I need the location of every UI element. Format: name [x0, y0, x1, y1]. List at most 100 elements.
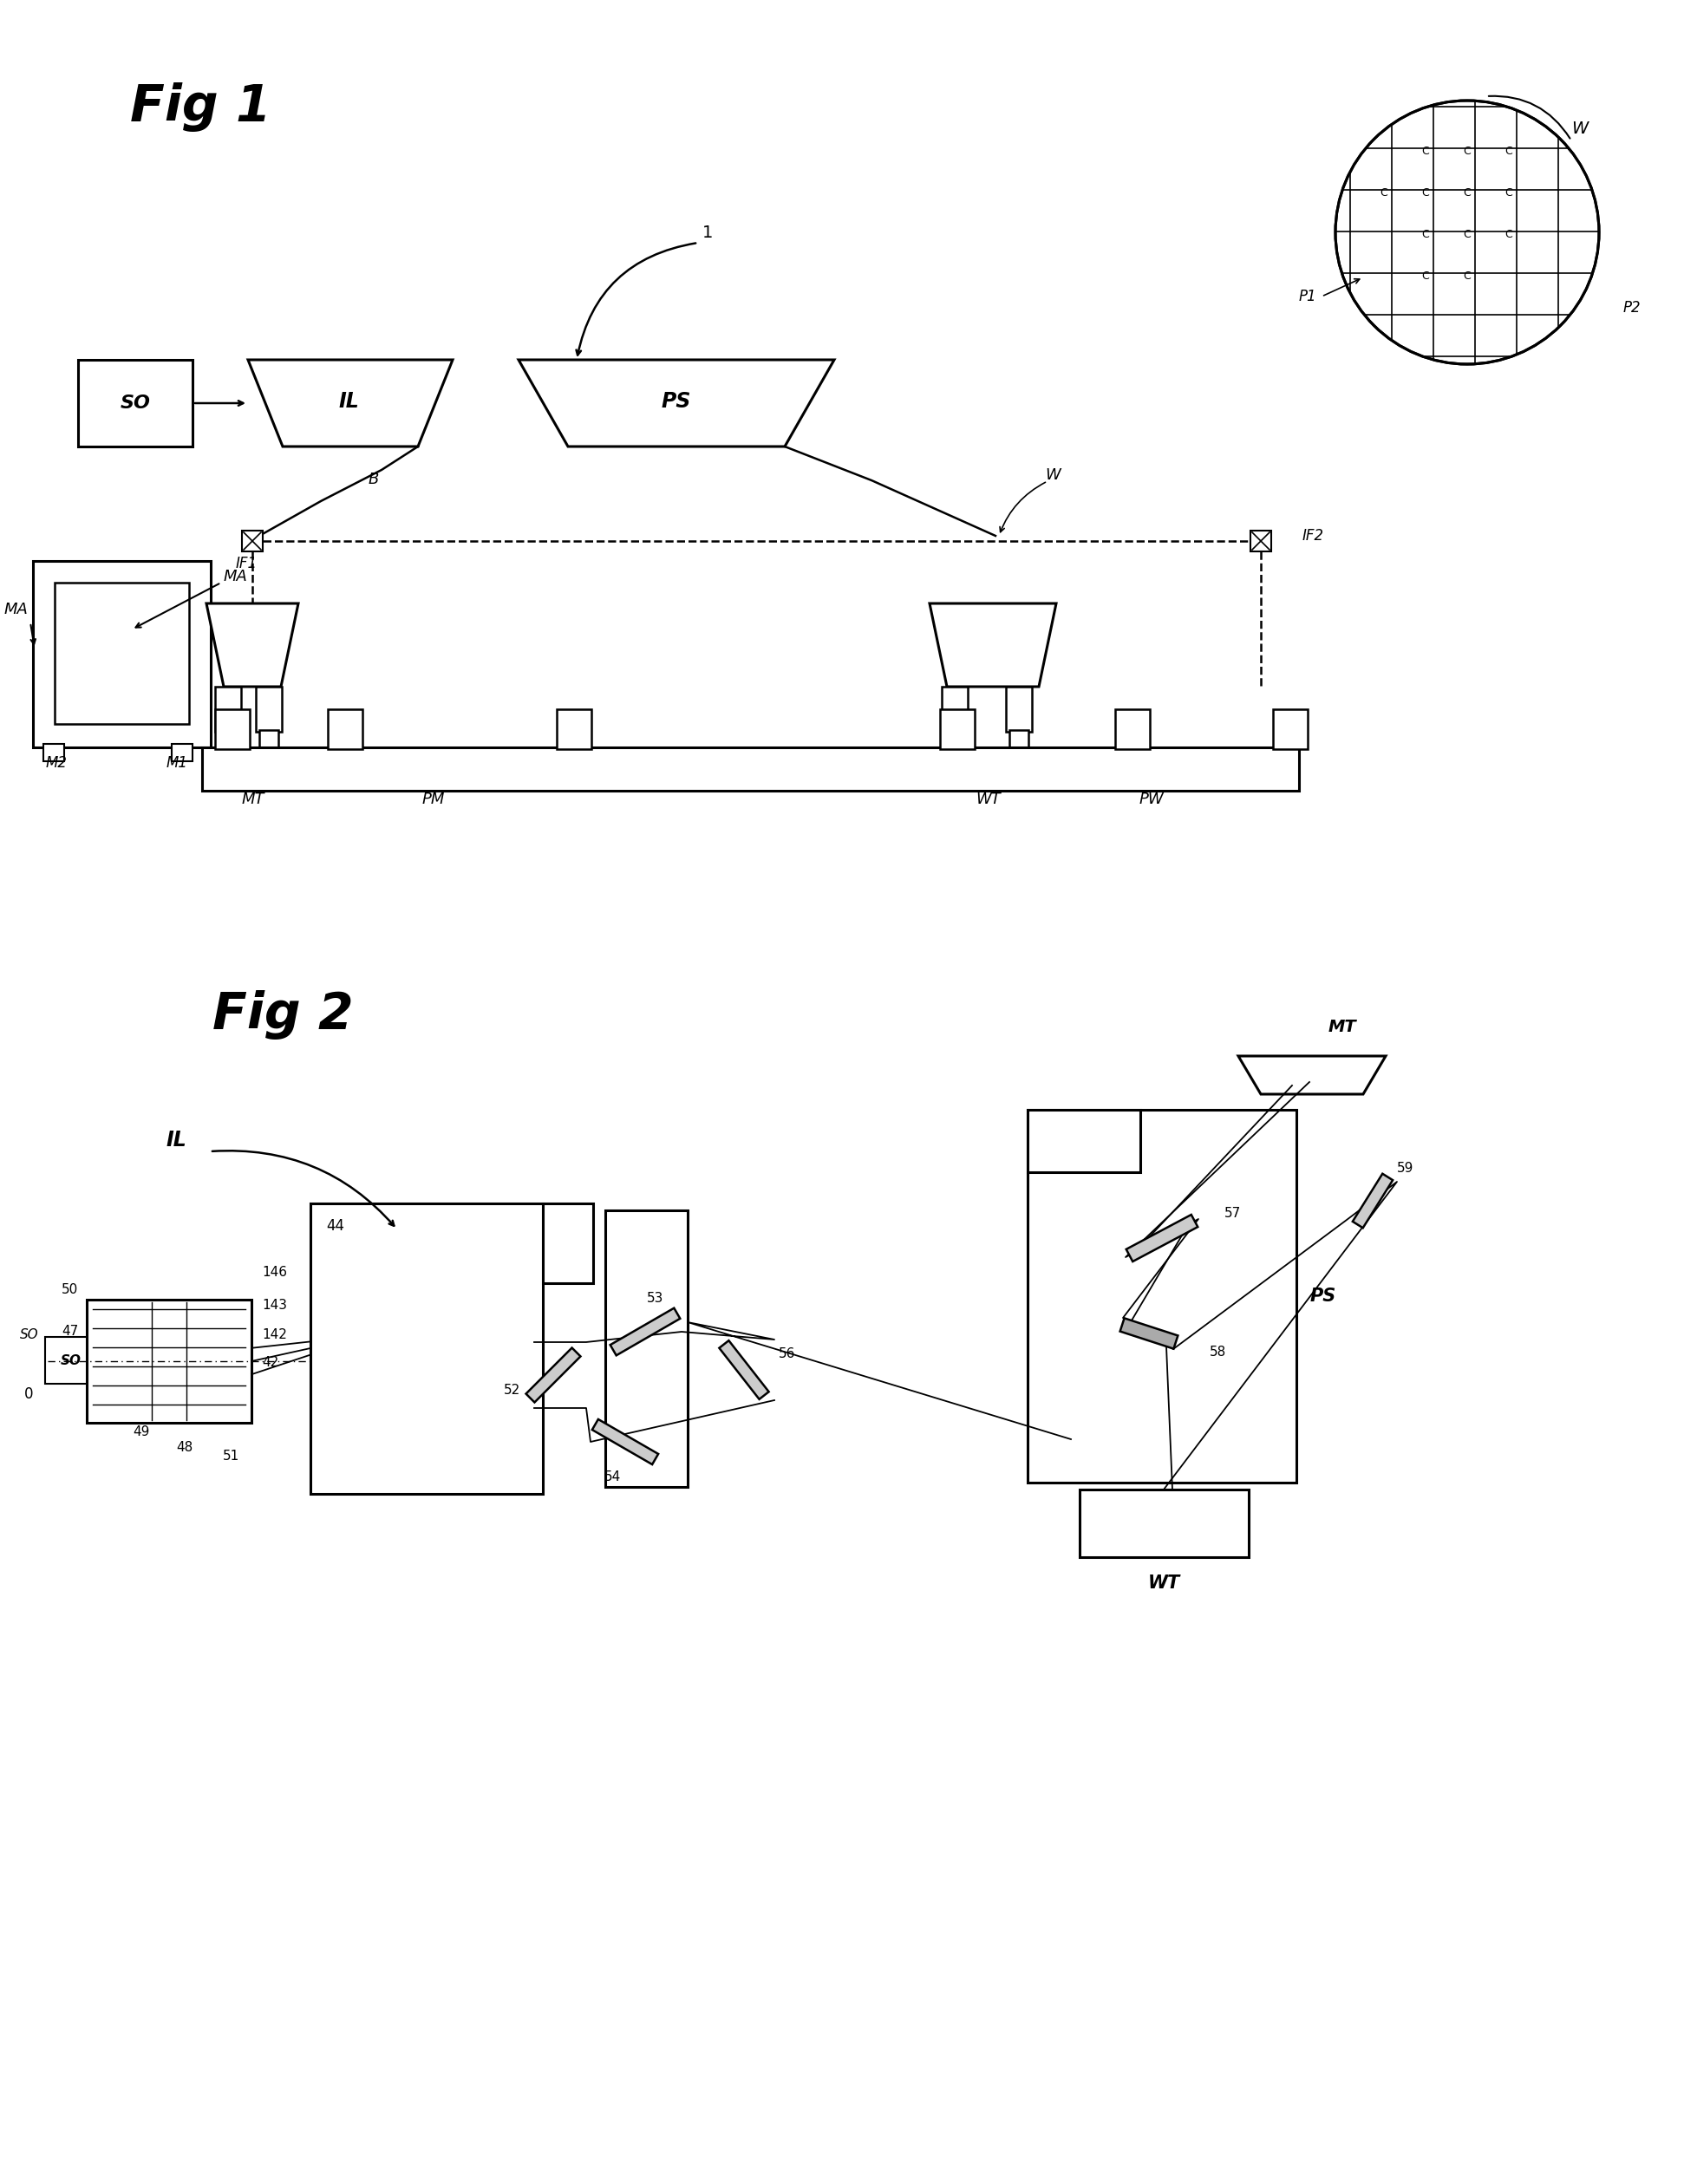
- Text: 58: 58: [1209, 1345, 1226, 1358]
- Text: C: C: [1421, 271, 1430, 282]
- Text: 44: 44: [327, 1219, 344, 1234]
- Text: Fig 2: Fig 2: [212, 989, 354, 1040]
- FancyBboxPatch shape: [45, 1337, 98, 1385]
- Text: C: C: [1463, 188, 1472, 199]
- Text: MT: MT: [1329, 1020, 1357, 1035]
- Text: P1: P1: [1298, 288, 1317, 304]
- FancyBboxPatch shape: [1027, 1109, 1297, 1483]
- FancyBboxPatch shape: [310, 1203, 542, 1494]
- Text: WT: WT: [1147, 1575, 1180, 1592]
- Text: 59: 59: [1398, 1162, 1415, 1175]
- FancyBboxPatch shape: [945, 729, 965, 749]
- FancyBboxPatch shape: [1079, 1489, 1250, 1557]
- Text: C: C: [1463, 146, 1472, 157]
- Text: C: C: [1381, 188, 1388, 199]
- Polygon shape: [719, 1341, 770, 1400]
- Text: SO: SO: [20, 1328, 39, 1341]
- Polygon shape: [248, 360, 453, 446]
- Text: MA: MA: [3, 603, 27, 618]
- Text: IL: IL: [338, 391, 359, 413]
- Polygon shape: [1238, 1057, 1386, 1094]
- Text: C: C: [1463, 229, 1472, 240]
- Polygon shape: [930, 603, 1056, 686]
- Text: M2: M2: [45, 756, 67, 771]
- Text: 42: 42: [263, 1356, 278, 1369]
- Circle shape: [1335, 100, 1600, 365]
- Polygon shape: [525, 1348, 581, 1402]
- Text: 142: 142: [263, 1328, 286, 1341]
- Text: C: C: [1505, 188, 1512, 199]
- FancyBboxPatch shape: [54, 583, 189, 723]
- FancyBboxPatch shape: [1027, 1109, 1140, 1173]
- FancyBboxPatch shape: [256, 686, 281, 732]
- FancyBboxPatch shape: [1115, 710, 1150, 749]
- Text: MT: MT: [242, 791, 264, 808]
- FancyBboxPatch shape: [242, 531, 263, 550]
- FancyBboxPatch shape: [941, 686, 968, 732]
- Text: 54: 54: [605, 1470, 620, 1483]
- FancyBboxPatch shape: [542, 1203, 593, 1284]
- FancyBboxPatch shape: [216, 686, 241, 732]
- Polygon shape: [207, 603, 298, 686]
- Text: 1: 1: [702, 225, 712, 240]
- FancyBboxPatch shape: [202, 747, 1298, 791]
- FancyBboxPatch shape: [328, 710, 362, 749]
- FancyBboxPatch shape: [1009, 729, 1029, 749]
- Text: 57: 57: [1224, 1208, 1241, 1221]
- FancyBboxPatch shape: [216, 710, 249, 749]
- Text: C: C: [1463, 271, 1472, 282]
- Text: SO: SO: [61, 1354, 81, 1367]
- FancyBboxPatch shape: [172, 745, 192, 762]
- Text: 53: 53: [647, 1293, 663, 1306]
- Text: 143: 143: [263, 1297, 286, 1310]
- Text: MA: MA: [224, 568, 248, 585]
- Text: PS: PS: [1310, 1289, 1337, 1304]
- Text: 52: 52: [504, 1385, 520, 1398]
- FancyBboxPatch shape: [86, 1299, 251, 1422]
- Text: PM: PM: [423, 791, 445, 808]
- Text: PS: PS: [662, 391, 690, 413]
- Text: C: C: [1505, 229, 1512, 240]
- Text: C: C: [1421, 188, 1430, 199]
- Text: M1: M1: [167, 756, 189, 771]
- Polygon shape: [1352, 1173, 1393, 1227]
- Polygon shape: [593, 1420, 658, 1465]
- Polygon shape: [519, 360, 834, 446]
- Text: Fig 1: Fig 1: [130, 83, 271, 131]
- FancyBboxPatch shape: [34, 561, 210, 747]
- FancyBboxPatch shape: [77, 360, 192, 446]
- FancyBboxPatch shape: [557, 710, 591, 749]
- FancyBboxPatch shape: [1251, 531, 1271, 550]
- FancyBboxPatch shape: [1273, 710, 1308, 749]
- Text: 146: 146: [263, 1267, 286, 1280]
- Text: SO: SO: [120, 395, 150, 413]
- Text: IF1: IF1: [236, 555, 258, 572]
- Polygon shape: [610, 1308, 680, 1356]
- Text: 47: 47: [61, 1324, 77, 1337]
- FancyBboxPatch shape: [1005, 686, 1032, 732]
- Text: 0: 0: [24, 1387, 34, 1402]
- Text: IF2: IF2: [1302, 529, 1324, 544]
- Text: PW: PW: [1138, 791, 1164, 808]
- Polygon shape: [1120, 1319, 1177, 1350]
- Text: 56: 56: [778, 1348, 795, 1361]
- FancyBboxPatch shape: [605, 1210, 687, 1487]
- Text: 51: 51: [222, 1450, 239, 1463]
- FancyBboxPatch shape: [259, 729, 278, 749]
- Text: C: C: [1421, 146, 1430, 157]
- Text: W: W: [1044, 467, 1061, 483]
- Text: WT: WT: [977, 791, 1000, 808]
- Text: 48: 48: [177, 1441, 192, 1455]
- Polygon shape: [1127, 1214, 1197, 1262]
- Text: B: B: [369, 472, 379, 487]
- Text: C: C: [1421, 229, 1430, 240]
- FancyBboxPatch shape: [219, 729, 237, 749]
- Text: P2: P2: [1623, 299, 1642, 317]
- Text: IL: IL: [167, 1129, 187, 1151]
- Text: C: C: [1505, 146, 1512, 157]
- FancyBboxPatch shape: [44, 745, 64, 762]
- Text: 49: 49: [133, 1426, 150, 1439]
- Text: W: W: [1571, 120, 1588, 138]
- Text: 50: 50: [61, 1284, 77, 1297]
- FancyBboxPatch shape: [940, 710, 975, 749]
